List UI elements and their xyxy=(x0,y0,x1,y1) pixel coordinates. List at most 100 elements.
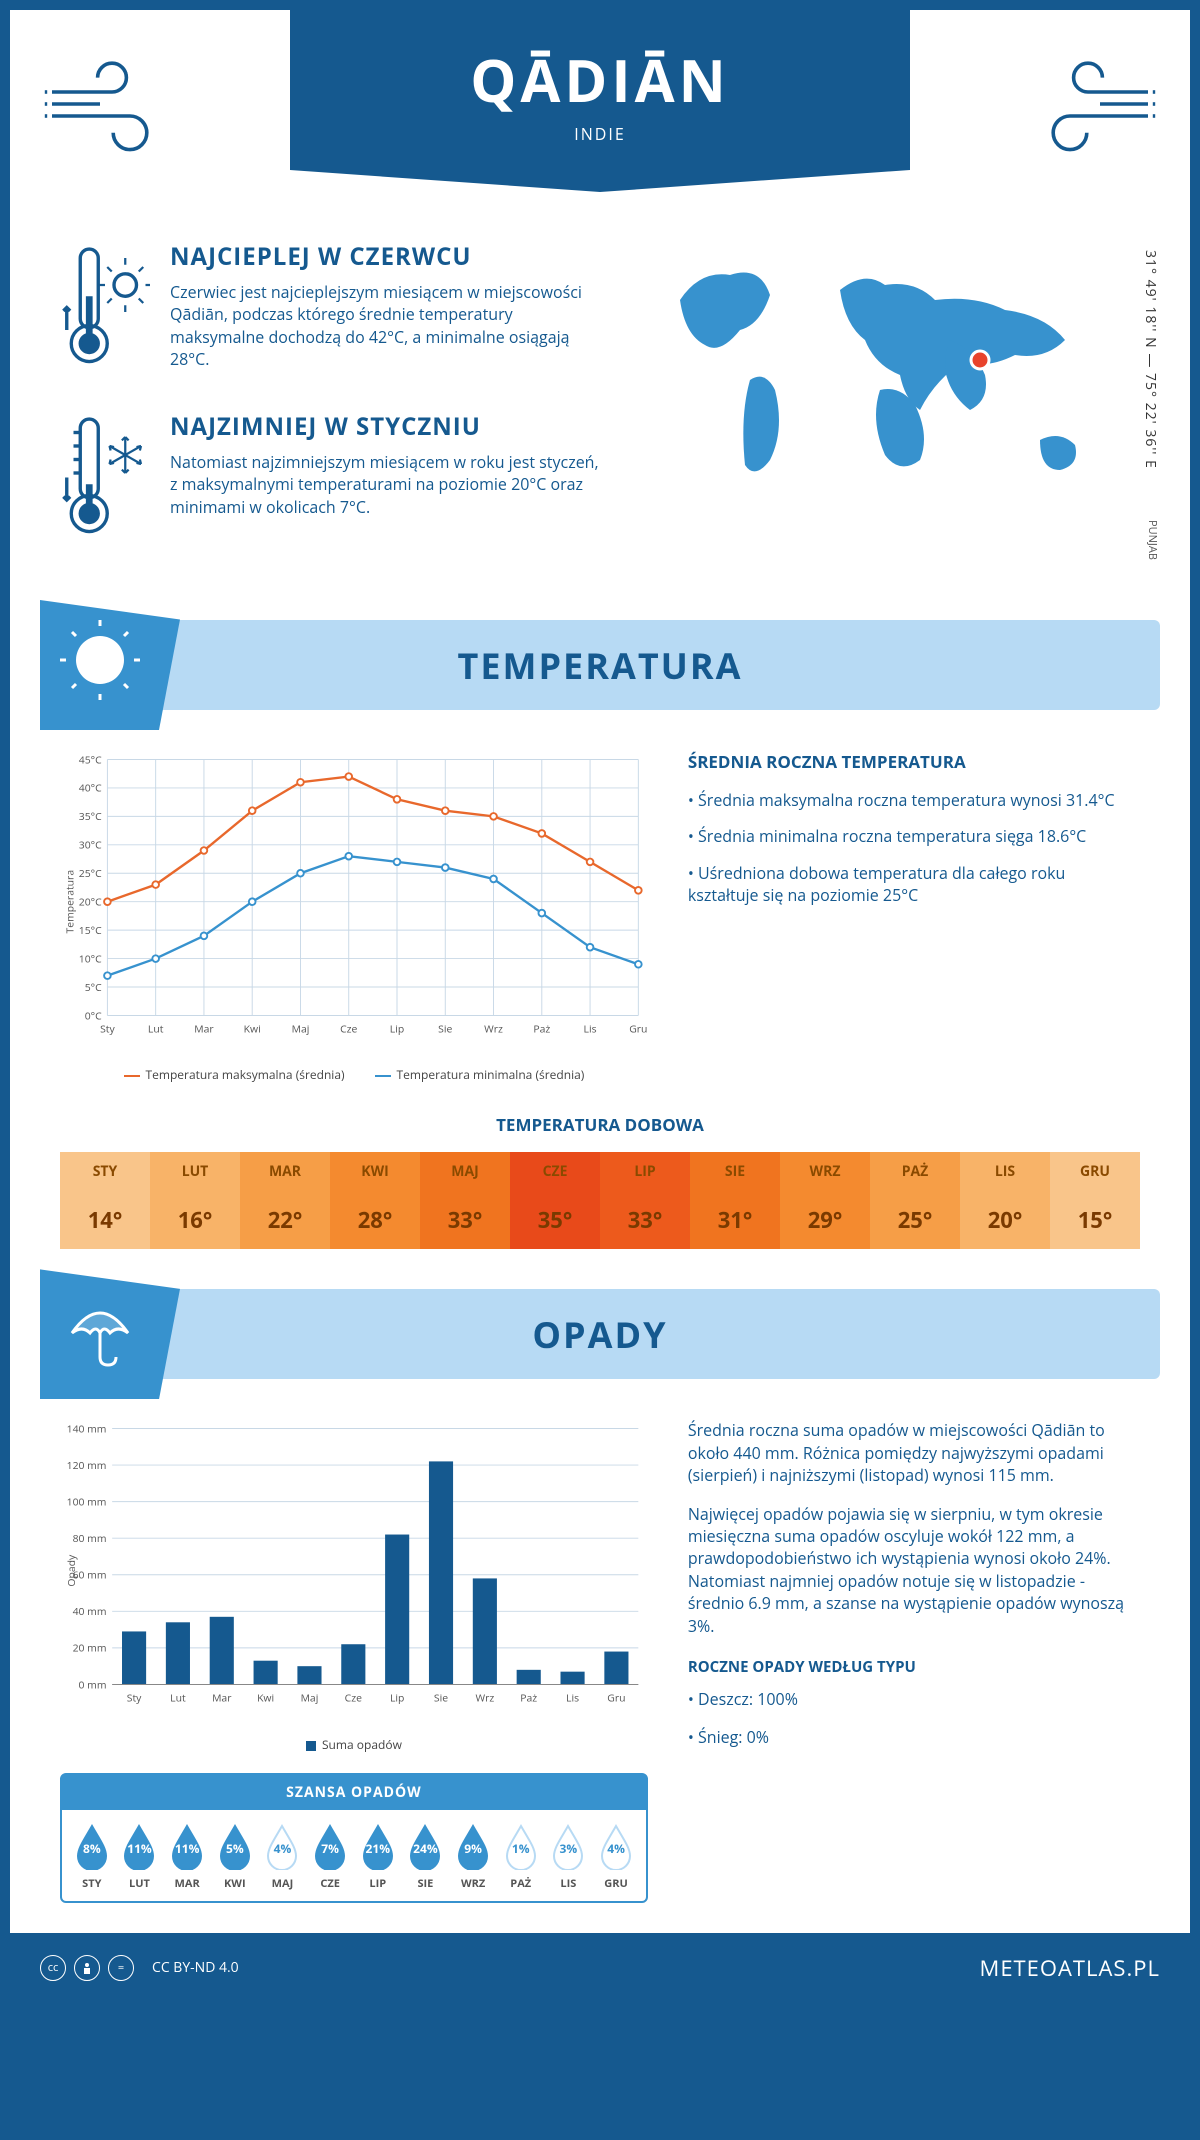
precipitation-heading: OPADY xyxy=(532,1310,667,1359)
wind-icon xyxy=(40,50,160,170)
svg-text:20°C: 20°C xyxy=(79,895,102,909)
footer: cc = CC BY-ND 4.0 METEOATLAS.PL xyxy=(10,1933,1190,2003)
precip-type-heading: ROCZNE OPADY WEDŁUG TYPU xyxy=(688,1657,1140,1678)
chance-cell: 1%PAŻ xyxy=(497,1824,545,1891)
legend-min: Temperatura minimalna (średnia) xyxy=(375,1066,585,1083)
daily-temp-cell: LIS20° xyxy=(960,1152,1050,1249)
svg-text:Kwi: Kwi xyxy=(244,1023,261,1037)
svg-text:Sie: Sie xyxy=(438,1023,452,1037)
chance-cell: 4%GRU xyxy=(592,1824,640,1891)
daily-temp-cell: KWI28° xyxy=(330,1152,420,1249)
warmest-block: NAJCIEPLEJ W CZERWCU Czerwiec jest najci… xyxy=(60,240,600,380)
legend-max: Temperatura maksymalna (średnia) xyxy=(124,1066,345,1083)
umbrella-icon xyxy=(40,1269,180,1399)
daily-temp-cell: SIE31° xyxy=(690,1152,780,1249)
svg-text:5°C: 5°C xyxy=(85,981,102,995)
svg-text:140 mm: 140 mm xyxy=(67,1423,107,1437)
chance-cell: 3%LIS xyxy=(545,1824,593,1891)
daily-temp-heading: TEMPERATURA DOBOWA xyxy=(60,1113,1140,1136)
chance-cell: 9%WRZ xyxy=(449,1824,497,1891)
svg-text:Kwi: Kwi xyxy=(257,1692,274,1706)
country-subtitle: INDIE xyxy=(290,123,910,145)
precip-type-rain: • Deszcz: 100% xyxy=(688,1688,1140,1710)
svg-text:Sie: Sie xyxy=(434,1692,448,1706)
svg-text:40°C: 40°C xyxy=(79,782,102,796)
svg-text:Wrz: Wrz xyxy=(484,1023,503,1037)
chance-cell: 21%LIP xyxy=(354,1824,402,1891)
temperature-heading: TEMPERATURA xyxy=(458,641,743,690)
svg-text:Sty: Sty xyxy=(100,1023,115,1037)
chance-row: 8%STY11%LUT11%MAR5%KWI4%MAJ7%CZE21%LIP24… xyxy=(62,1810,646,1901)
svg-text:20 mm: 20 mm xyxy=(73,1642,107,1656)
coldest-heading: NAJZIMNIEJ W STYCZNIU xyxy=(170,410,600,443)
precip-p1: Średnia roczna suma opadów w miejscowośc… xyxy=(688,1419,1140,1486)
daily-temp-cell: WRZ29° xyxy=(780,1152,870,1249)
temp-summary-p3: • Uśredniona dobowa temperatura dla całe… xyxy=(688,862,1140,907)
svg-text:30°C: 30°C xyxy=(79,839,102,853)
chance-cell: 7%CZE xyxy=(306,1824,354,1891)
legend-precip: Suma opadów xyxy=(306,1736,402,1753)
svg-text:10°C: 10°C xyxy=(79,952,102,966)
precipitation-chance-box: SZANSA OPADÓW 8%STY11%LUT11%MAR5%KWI4%MA… xyxy=(60,1773,648,1903)
daily-temp-grid: STY14°LUT16°MAR22°KWI28°MAJ33°CZE35°LIP3… xyxy=(60,1152,1140,1249)
coordinates: 31° 49' 18'' N — 75° 22' 36'' E xyxy=(1141,250,1160,469)
svg-text:Lis: Lis xyxy=(584,1023,597,1037)
title-banner: QĀDIĀN INDIE xyxy=(290,10,910,170)
temperature-chart: 0°C5°C10°C15°C20°C25°C30°C35°C40°C45°CSt… xyxy=(60,750,648,1083)
svg-text:Paż: Paż xyxy=(533,1023,550,1037)
svg-text:Lut: Lut xyxy=(148,1023,164,1037)
daily-temp-cell: LUT16° xyxy=(150,1152,240,1249)
nd-icon: = xyxy=(108,1955,134,1981)
sun-icon xyxy=(40,600,180,730)
svg-text:Gru: Gru xyxy=(629,1023,647,1037)
precipitation-banner: OPADY xyxy=(40,1289,1160,1379)
svg-text:Opady: Opady xyxy=(65,1554,79,1587)
overview-text: NAJCIEPLEJ W CZERWCU Czerwiec jest najci… xyxy=(60,240,600,580)
svg-text:Cze: Cze xyxy=(340,1023,357,1037)
svg-text:Sty: Sty xyxy=(127,1692,142,1706)
temperature-banner: TEMPERATURA xyxy=(40,620,1160,710)
daily-temp-cell: STY14° xyxy=(60,1152,150,1249)
svg-text:40 mm: 40 mm xyxy=(73,1606,107,1620)
daily-temp-cell: PAŻ25° xyxy=(870,1152,960,1249)
license-text: CC BY-ND 4.0 xyxy=(152,1958,239,1977)
region-label: PUNJAB xyxy=(1145,520,1160,560)
svg-text:Paż: Paż xyxy=(520,1692,537,1706)
world-map-svg xyxy=(640,240,1140,520)
cc-icon: cc xyxy=(40,1955,66,1981)
svg-text:Wrz: Wrz xyxy=(475,1692,494,1706)
license: cc = CC BY-ND 4.0 xyxy=(40,1955,239,1981)
daily-temp-cell: MAR22° xyxy=(240,1152,330,1249)
chance-cell: 5%KWI xyxy=(211,1824,259,1891)
thermometer-hot-icon xyxy=(60,240,150,380)
svg-text:0 mm: 0 mm xyxy=(79,1679,107,1693)
coldest-text: Natomiast najzimniejszym miesiącem w rok… xyxy=(170,451,600,518)
chance-cell: 8%STY xyxy=(68,1824,116,1891)
svg-text:Maj: Maj xyxy=(292,1023,310,1037)
by-icon xyxy=(74,1955,100,1981)
daily-temp-cell: GRU15° xyxy=(1050,1152,1140,1249)
temperature-summary: ŚREDNIA ROCZNA TEMPERATURA • Średnia mak… xyxy=(688,750,1140,1083)
chance-heading: SZANSA OPADÓW xyxy=(62,1775,646,1810)
svg-text:0°C: 0°C xyxy=(85,1009,102,1023)
svg-text:100 mm: 100 mm xyxy=(67,1496,107,1510)
svg-text:25°C: 25°C xyxy=(79,867,102,881)
svg-text:120 mm: 120 mm xyxy=(67,1459,107,1473)
svg-text:45°C: 45°C xyxy=(79,753,102,767)
warmest-heading: NAJCIEPLEJ W CZERWCU xyxy=(170,240,600,273)
overview: NAJCIEPLEJ W CZERWCU Czerwiec jest najci… xyxy=(10,200,1190,610)
wind-icon xyxy=(1040,50,1160,170)
warmest-text: Czerwiec jest najcieplejszym miesiącem w… xyxy=(170,281,600,371)
chance-cell: 11%LUT xyxy=(116,1824,164,1891)
svg-text:Mar: Mar xyxy=(194,1023,214,1037)
svg-text:35°C: 35°C xyxy=(79,810,102,824)
temperature-section: 0°C5°C10°C15°C20°C25°C30°C35°C40°C45°CSt… xyxy=(10,720,1190,1113)
svg-text:80 mm: 80 mm xyxy=(73,1532,107,1546)
daily-temperature: TEMPERATURA DOBOWA STY14°LUT16°MAR22°KWI… xyxy=(10,1113,1190,1279)
temp-summary-p2: • Średnia minimalna roczna temperatura s… xyxy=(688,825,1140,847)
svg-text:Mar: Mar xyxy=(212,1692,232,1706)
chance-cell: 4%MAJ xyxy=(259,1824,307,1891)
chance-cell: 24%SIE xyxy=(402,1824,450,1891)
thermometer-cold-icon xyxy=(60,410,150,550)
page: QĀDIĀN INDIE NAJCIEPLEJ W CZERWCU Czerwi… xyxy=(10,10,1190,2003)
